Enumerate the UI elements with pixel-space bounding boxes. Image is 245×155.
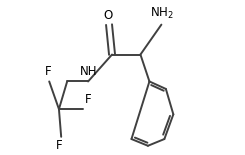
- Text: F: F: [56, 139, 63, 152]
- Text: O: O: [103, 9, 112, 22]
- Text: F: F: [45, 65, 52, 78]
- Text: NH: NH: [80, 65, 98, 78]
- Text: F: F: [85, 93, 92, 106]
- Text: NH$_2$: NH$_2$: [150, 6, 174, 21]
